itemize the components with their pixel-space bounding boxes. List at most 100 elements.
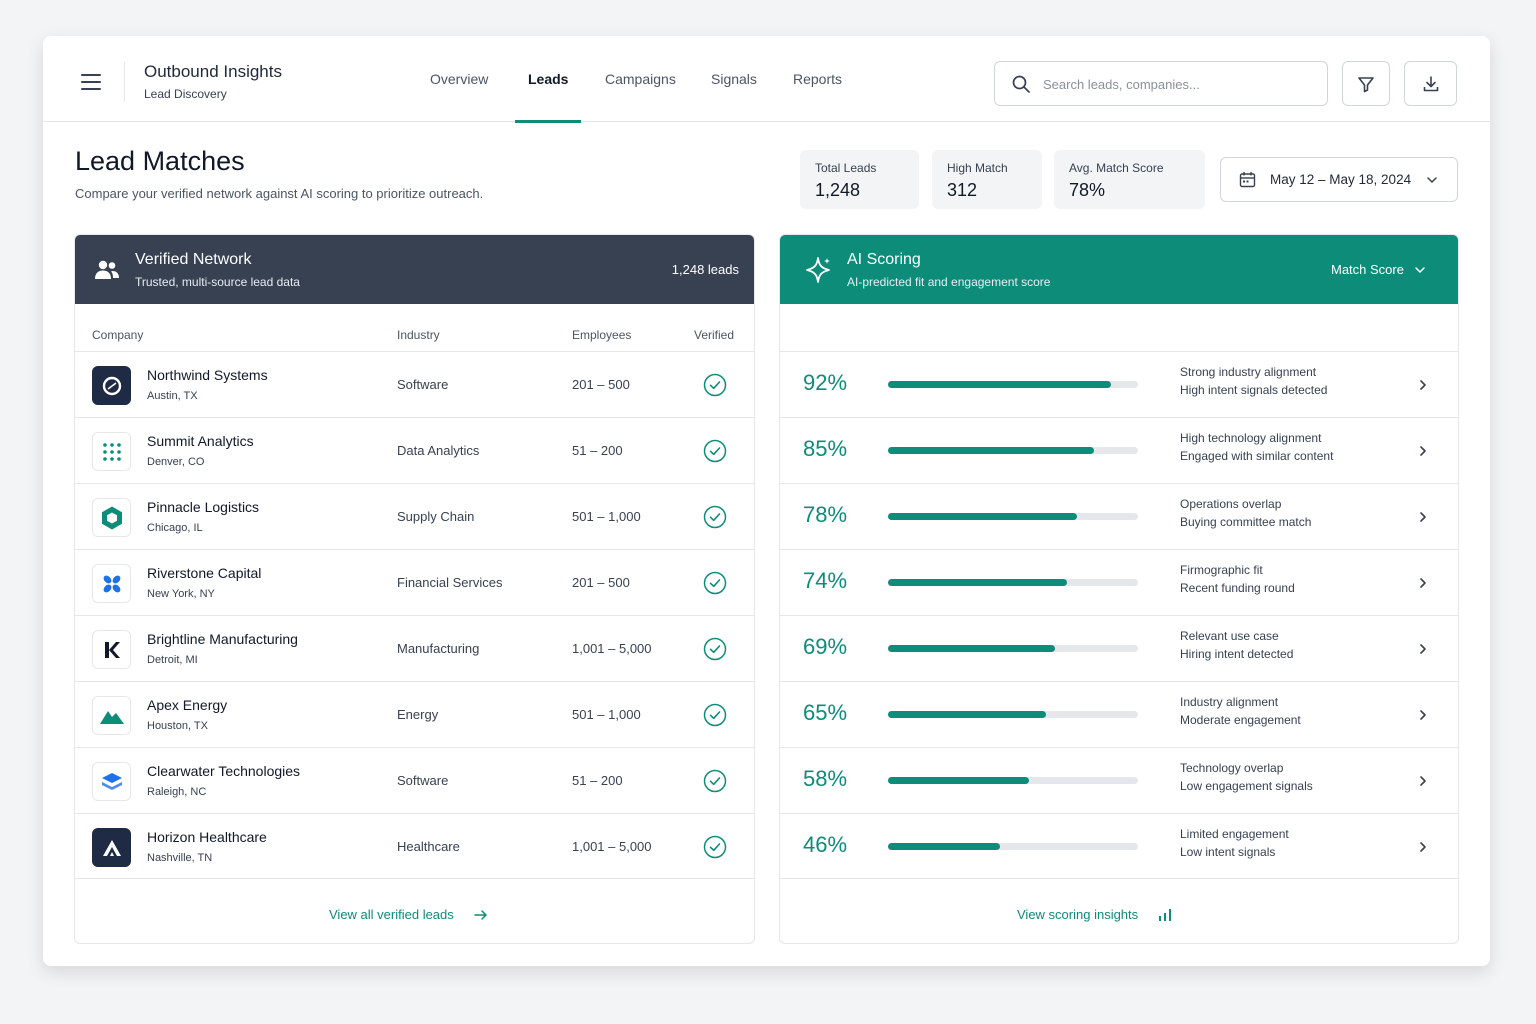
score-reason-secondary: Moderate engagement xyxy=(1180,713,1301,727)
verified-check-icon xyxy=(703,769,727,798)
score-reason-primary: Operations overlap xyxy=(1180,497,1282,511)
score-row[interactable]: 78% Operations overlap Buying committee ma… xyxy=(780,483,1458,549)
brightline-logo xyxy=(92,630,131,669)
chevron-right-icon[interactable] xyxy=(1418,642,1428,660)
company-employees: 501 – 1,000 xyxy=(572,509,641,524)
filter-icon xyxy=(1358,76,1374,92)
bar-chart-icon xyxy=(1159,908,1172,921)
ai-panel-subtitle: AI-predicted fit and engagement score xyxy=(847,275,1051,289)
score-row[interactable]: 58% Technology overlap Low engagement sign… xyxy=(780,747,1458,813)
company-location: Houston, TX xyxy=(147,720,208,732)
summit-logo xyxy=(92,432,131,471)
score-reason-primary: High technology alignment xyxy=(1180,431,1322,445)
score-row[interactable]: 46% Limited engagement Low intent signals xyxy=(780,813,1458,879)
score-row[interactable]: 85% High technology alignment Engaged with… xyxy=(780,417,1458,483)
score-reason-secondary: Recent funding round xyxy=(1180,581,1295,595)
verified-check-icon xyxy=(703,505,727,534)
app-title: Outbound Insights xyxy=(144,62,282,81)
chevron-right-icon[interactable] xyxy=(1418,510,1428,528)
company-location: Raleigh, NC xyxy=(147,786,207,798)
table-row[interactable]: Clearwater Technologies Raleigh, NC Softwa… xyxy=(75,747,754,813)
score-reason-primary: Industry alignment xyxy=(1180,695,1279,709)
verified-check-icon xyxy=(703,373,727,402)
score-reason-primary: Relevant use case xyxy=(1180,629,1279,643)
page-title: Lead Matches xyxy=(75,146,245,176)
column-header-employees: Employees xyxy=(572,328,632,342)
score-row[interactable]: 92% Strong industry alignment High intent … xyxy=(780,351,1458,417)
verified-check-icon xyxy=(703,703,727,732)
score-bar-fill xyxy=(888,381,1112,388)
match-score: 58% xyxy=(803,766,848,791)
table-row[interactable]: Horizon Healthcare Nashville, TN Healthcar… xyxy=(75,813,754,879)
chevron-right-icon[interactable] xyxy=(1418,378,1428,396)
score-row[interactable]: 74% Firmographic fit Recent funding round xyxy=(780,549,1458,615)
tab-overview[interactable]: Overview xyxy=(430,71,489,87)
score-reason-secondary: Low intent signals xyxy=(1180,845,1276,859)
table-row[interactable]: Northwind Systems Austin, TX Software 201 –… xyxy=(75,351,754,417)
score-reason-secondary: Engaged with similar content xyxy=(1180,449,1334,463)
score-reason-secondary: Buying committee match xyxy=(1180,515,1312,529)
tab-campaigns[interactable]: Campaigns xyxy=(605,71,676,87)
verified-check-icon xyxy=(703,439,727,468)
tab-signals[interactable]: Signals xyxy=(711,71,757,87)
score-bar-fill xyxy=(888,513,1078,520)
main-card: Outbound Insights Lead Discovery Overvie… xyxy=(43,36,1490,966)
stat-label: High Match xyxy=(947,161,1008,175)
company-location: Detroit, MI xyxy=(147,654,198,666)
search-input[interactable] xyxy=(1043,73,1313,95)
view-scoring-insights-link[interactable]: View scoring insights xyxy=(1017,907,1172,922)
chevron-right-icon[interactable] xyxy=(1418,774,1428,792)
match-score: 46% xyxy=(803,832,848,857)
score-bar xyxy=(888,579,1138,586)
company-industry: Manufacturing xyxy=(397,641,480,656)
company-employees: 51 – 200 xyxy=(572,443,623,458)
divider xyxy=(780,878,1458,879)
ai-scoring-panel: AI Scoring AI-predicted fit and engageme… xyxy=(779,234,1459,944)
stat-label: Avg. Match Score xyxy=(1069,161,1164,175)
verified-check-icon xyxy=(703,835,727,864)
score-bar-fill xyxy=(888,645,1056,652)
table-row[interactable]: Brightline Manufacturing Detroit, MI Manuf… xyxy=(75,615,754,681)
sort-label: Match Score xyxy=(1331,262,1404,277)
link-label: View all verified leads xyxy=(329,907,454,922)
filter-button[interactable] xyxy=(1342,61,1390,106)
users-icon xyxy=(95,260,119,279)
table-row[interactable]: Summit Analytics Denver, CO Data Analytics… xyxy=(75,417,754,483)
app-subtitle: Lead Discovery xyxy=(144,87,227,101)
search-box[interactable] xyxy=(994,61,1328,106)
chevron-right-icon[interactable] xyxy=(1418,444,1428,462)
company-location: New York, NY xyxy=(147,588,215,600)
link-label: View scoring insights xyxy=(1017,907,1139,922)
company-name: Pinnacle Logistics xyxy=(147,499,260,515)
stat-value: 78% xyxy=(1069,180,1106,200)
score-row[interactable]: 69% Relevant use case Hiring intent detect… xyxy=(780,615,1458,681)
chevron-right-icon[interactable] xyxy=(1418,576,1428,594)
company-name: Horizon Healthcare xyxy=(147,829,267,845)
verified-lead-count: 1,248 leads xyxy=(671,262,739,277)
table-row[interactable]: Riverstone Capital New York, NY Financial … xyxy=(75,549,754,615)
match-score: 65% xyxy=(803,700,848,725)
divider xyxy=(75,878,754,879)
tab-leads[interactable]: Leads xyxy=(514,36,583,123)
company-location: Austin, TX xyxy=(147,390,198,402)
view-all-verified-leads-link[interactable]: View all verified leads xyxy=(329,907,488,922)
company-location: Nashville, TN xyxy=(147,852,213,864)
chevron-right-icon[interactable] xyxy=(1418,708,1428,726)
score-reason-secondary: Low engagement signals xyxy=(1180,779,1313,793)
chevron-right-icon[interactable] xyxy=(1418,840,1428,858)
table-row[interactable]: Pinnacle Logistics Chicago, IL Supply Chai… xyxy=(75,483,754,549)
company-industry: Data Analytics xyxy=(397,443,480,458)
download-button[interactable] xyxy=(1404,61,1457,106)
tab-reports[interactable]: Reports xyxy=(793,71,843,87)
top-bar: Outbound Insights Lead Discovery Overvie… xyxy=(43,36,1490,123)
date-range-picker[interactable]: May 12 – May 18, 2024 xyxy=(1220,157,1458,202)
score-reason-primary: Technology overlap xyxy=(1180,761,1284,775)
score-bar-fill xyxy=(888,579,1068,586)
menu-icon[interactable] xyxy=(81,74,101,90)
score-bar-fill xyxy=(888,711,1046,718)
table-row[interactable]: Apex Energy Houston, TX Energy 501 – 1,000 xyxy=(75,681,754,747)
match-score-sort-dropdown[interactable]: Match Score xyxy=(1331,262,1426,277)
northwind-logo xyxy=(92,366,131,405)
score-row[interactable]: 65% Industry alignment Moderate engagement xyxy=(780,681,1458,747)
company-employees: 1,001 – 5,000 xyxy=(572,839,652,854)
